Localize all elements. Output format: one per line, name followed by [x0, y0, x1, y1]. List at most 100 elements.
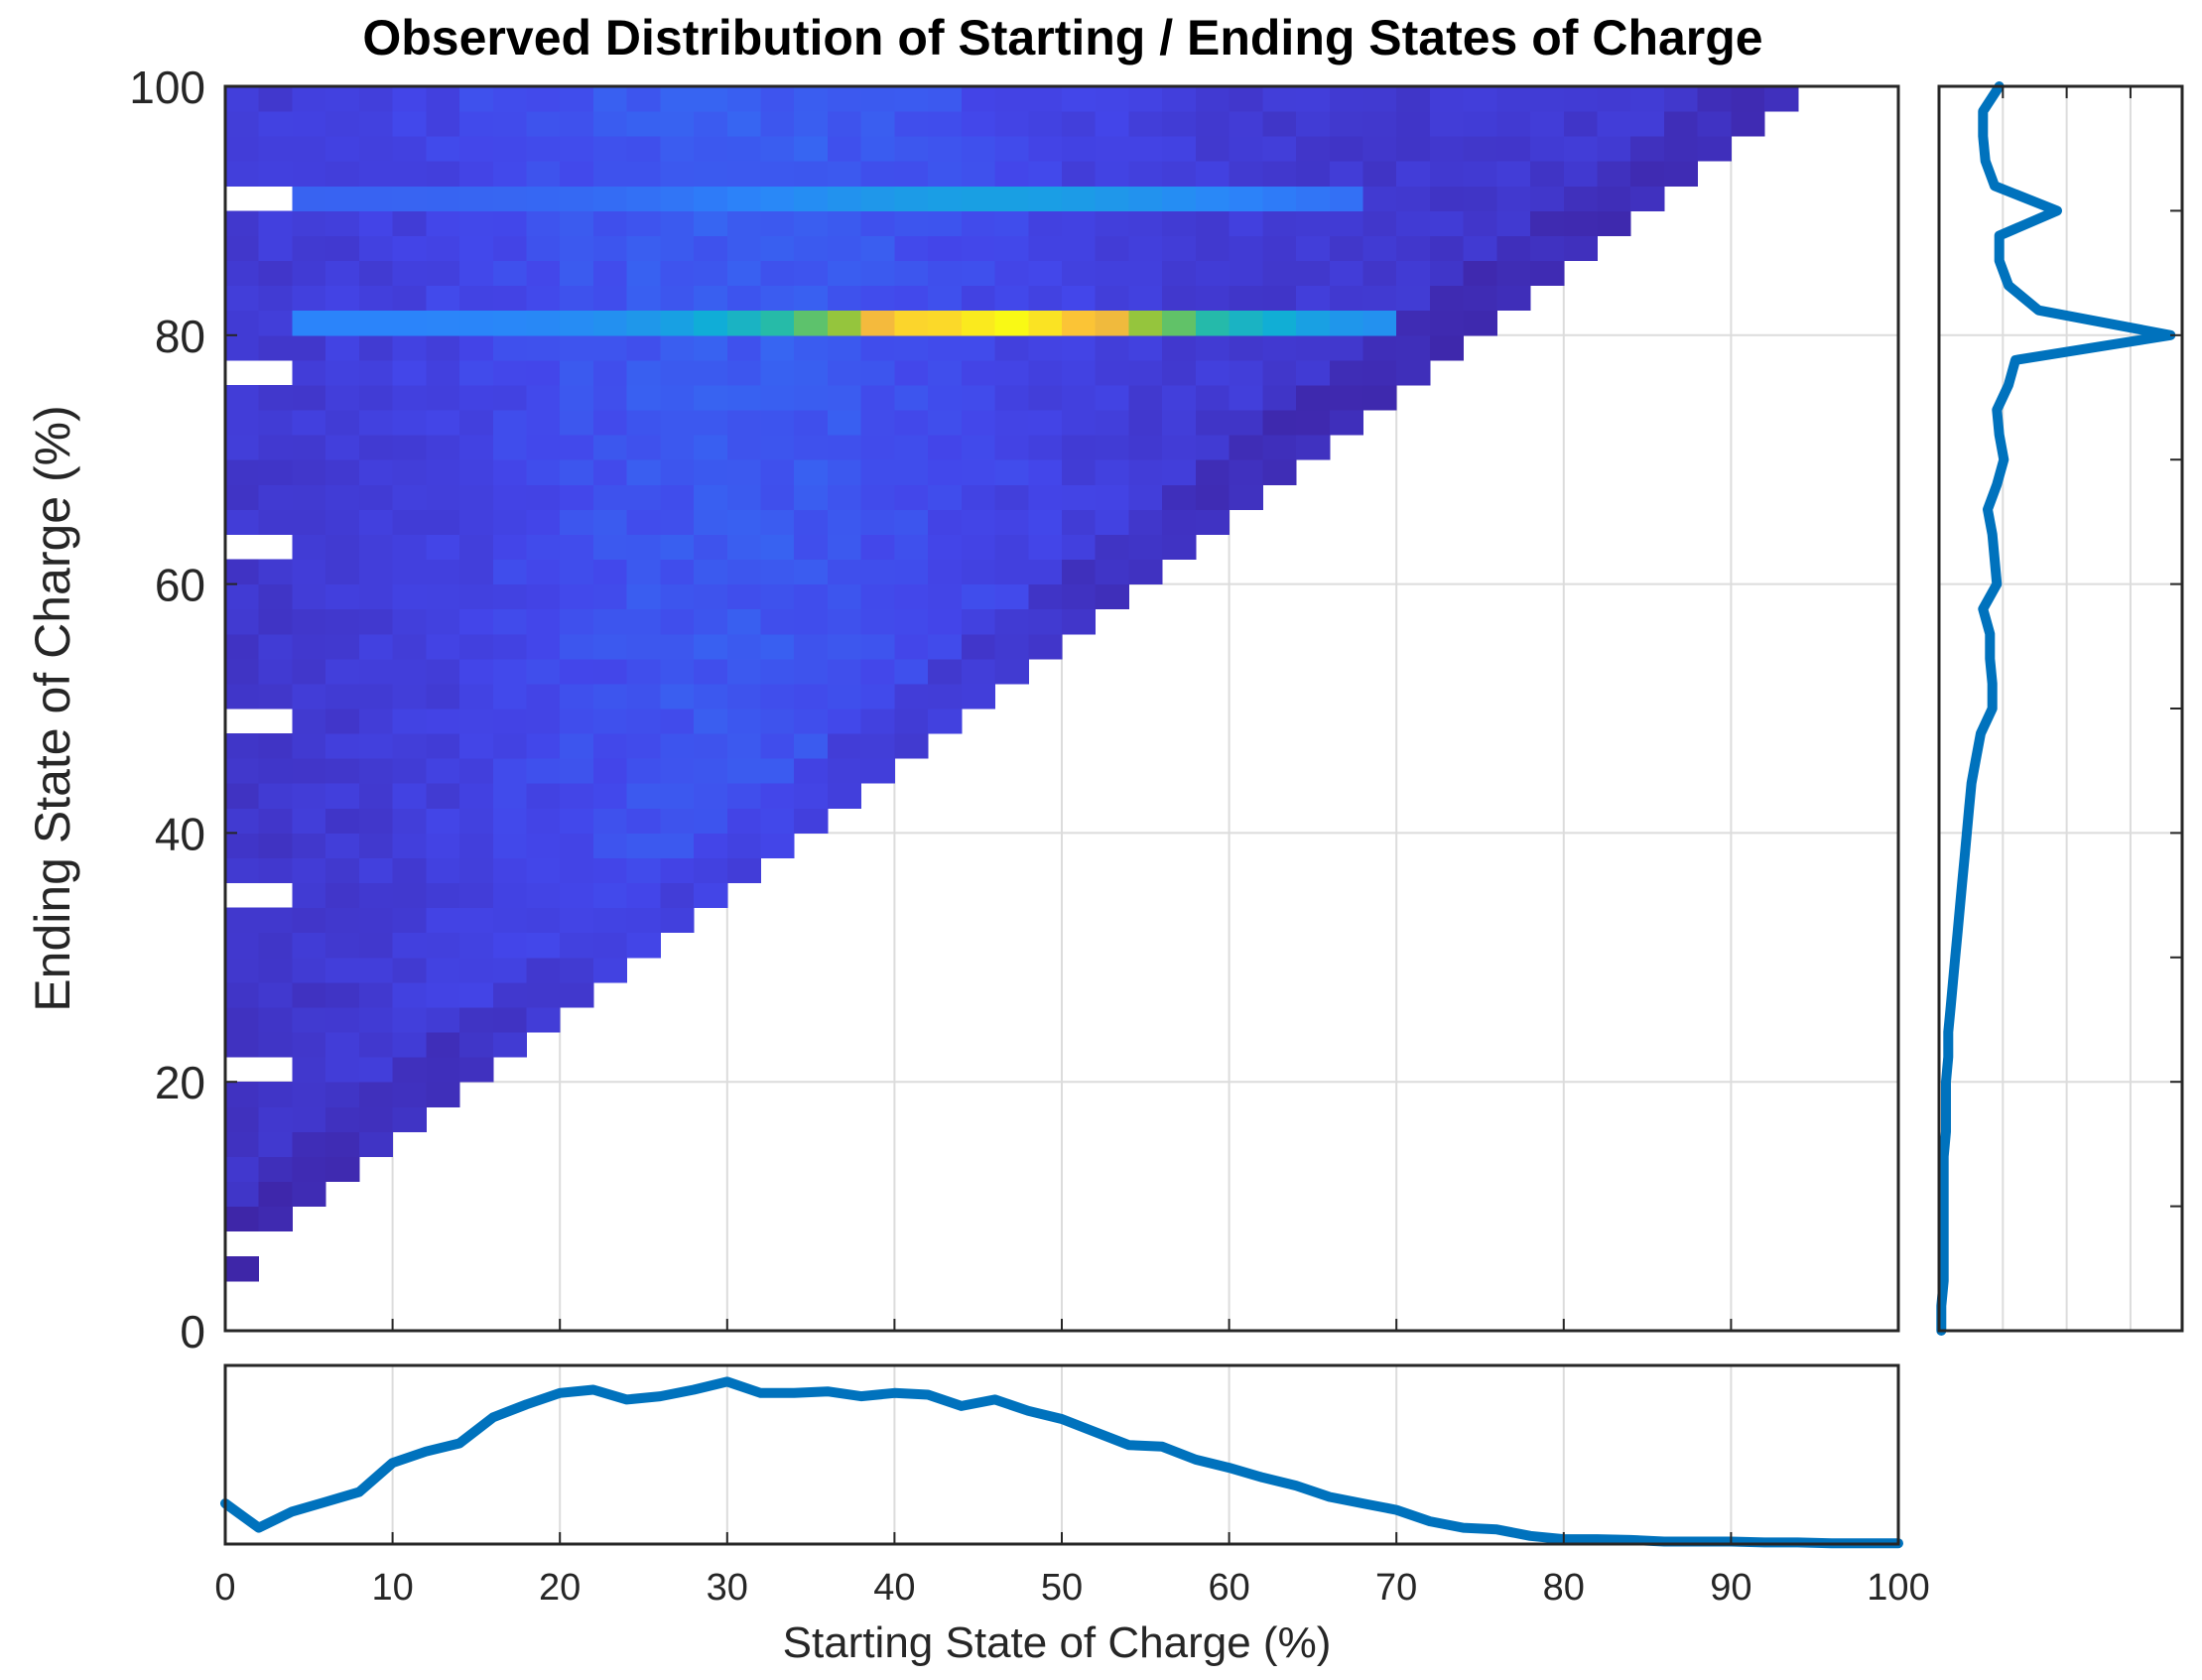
heatmap-cell [325, 310, 360, 336]
right-marginal-frame [1937, 84, 2184, 1333]
heatmap-cell [894, 658, 929, 685]
heatmap-cell [526, 111, 561, 137]
heatmap-cell [928, 359, 963, 386]
heatmap-cell [492, 410, 527, 436]
heatmap-cell [760, 633, 795, 660]
heatmap-cell [225, 1006, 260, 1033]
heatmap-cell [1229, 334, 1263, 361]
heatmap-cells [225, 86, 1799, 1282]
y-tick-labels: 0 20 40 60 80 100 [129, 62, 205, 1357]
heatmap-cell [1195, 111, 1231, 137]
heatmap-cell [894, 435, 929, 460]
heatmap-cell [392, 285, 427, 312]
heatmap-cell [726, 410, 762, 436]
heatmap-cell [258, 957, 293, 983]
heatmap-cell [626, 709, 661, 734]
heatmap-cell [392, 1032, 427, 1058]
heatmap-cell [392, 1006, 427, 1033]
heatmap-cell [225, 1032, 260, 1058]
heatmap-cell [1697, 136, 1732, 162]
heatmap-cell [292, 658, 326, 685]
heatmap-cell [560, 384, 594, 411]
heatmap-cell [325, 907, 360, 934]
heatmap-cell [358, 111, 394, 137]
heatmap-cell [1262, 161, 1297, 187]
heatmap-cell [827, 583, 862, 610]
heatmap-cell [1362, 186, 1397, 211]
heatmap-cell [459, 981, 494, 1008]
heatmap-cell [358, 1032, 394, 1058]
heatmap-cell [1128, 484, 1163, 510]
heatmap-cell [994, 459, 1029, 485]
heatmap-cell [225, 285, 260, 312]
heatmap-cell [592, 833, 628, 858]
heatmap-cell [1329, 285, 1363, 312]
heatmap-cell [560, 907, 594, 934]
heatmap-cell [860, 484, 895, 510]
heatmap-cell [1195, 410, 1231, 436]
heatmap-cell [560, 608, 594, 635]
heatmap-cell [526, 484, 561, 510]
heatmap-cell [961, 484, 996, 510]
heatmap-cell [928, 683, 963, 710]
heatmap-cell [726, 758, 762, 784]
heatmap-cell [794, 310, 829, 336]
heatmap-cell [225, 334, 260, 361]
heatmap-cell [1162, 484, 1197, 510]
heatmap-cell [626, 136, 661, 162]
heatmap-cell [660, 86, 695, 112]
heatmap-cell [426, 907, 460, 934]
x-axis-label: Starting State of Charge (%) [783, 1618, 1332, 1667]
heatmap-cell [928, 709, 963, 734]
chart-title: Observed Distribution of Starting / Endi… [362, 10, 1762, 65]
heatmap-cell [560, 310, 594, 336]
heatmap-cell [1296, 86, 1331, 112]
heatmap-cell [592, 435, 628, 460]
heatmap-cell [292, 459, 326, 485]
right-marginal-ticks [2002, 86, 2182, 1208]
heatmap-cell [459, 857, 494, 884]
heatmap-cell [660, 758, 695, 784]
heatmap-cell [258, 633, 293, 660]
heatmap-cell [325, 534, 360, 561]
bottom-marginal-frame [223, 1363, 1900, 1546]
heatmap-cell [994, 534, 1029, 561]
heatmap-cell [325, 1006, 360, 1033]
heatmap-cell [1429, 86, 1465, 112]
heatmap-cell [760, 459, 795, 485]
heatmap-cell [526, 509, 561, 535]
heatmap-cell [894, 733, 929, 759]
heatmap-cell [626, 310, 661, 336]
heatmap-cell [1195, 86, 1231, 112]
heatmap-cell [794, 186, 829, 211]
heatmap-cell [358, 907, 394, 934]
heatmap-cell [660, 833, 695, 858]
heatmap-cell [626, 359, 661, 386]
heatmap-cell [860, 186, 895, 211]
heatmap-cell [827, 608, 862, 635]
heatmap-cell [1262, 384, 1297, 411]
heatmap-cell [994, 435, 1029, 460]
heatmap-cell [426, 583, 460, 610]
heatmap-cell [358, 957, 394, 983]
heatmap-cell [694, 310, 728, 336]
heatmap-cell [392, 981, 427, 1008]
y-tick-label: 40 [155, 808, 205, 859]
heatmap-cell [292, 435, 326, 460]
heatmap-cell [225, 1082, 260, 1107]
heatmap-cell [626, 907, 661, 934]
heatmap-cell [726, 161, 762, 187]
y-tick-label: 100 [129, 62, 205, 113]
heatmap-cell [492, 359, 527, 386]
heatmap-cell [1463, 310, 1497, 336]
heatmap-cell [1028, 235, 1063, 262]
heatmap-cell [827, 161, 862, 187]
heatmap-cell [492, 658, 527, 685]
heatmap-cell [1195, 509, 1231, 535]
heatmap-cell [827, 410, 862, 436]
x-tick-label: 40 [873, 1567, 915, 1609]
heatmap-cell [1362, 334, 1397, 361]
heatmap-cell [694, 235, 728, 262]
heatmap-cell [1630, 86, 1665, 112]
heatmap-cell [794, 783, 829, 809]
